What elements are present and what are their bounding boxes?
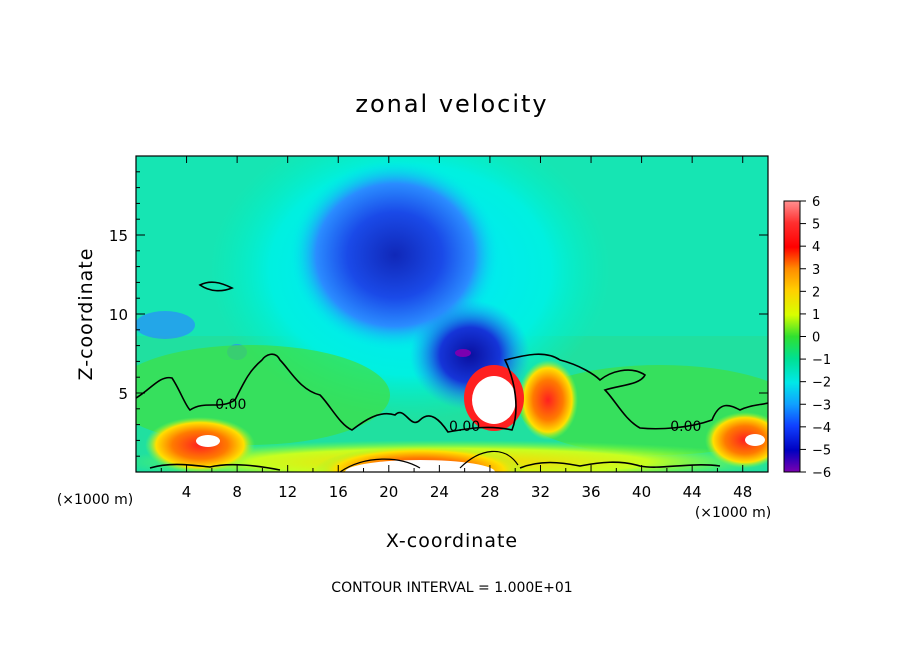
x-tick-label: 44 — [683, 483, 702, 501]
x-axis: 4 8 12 16 20 24 28 32 36 40 44 48 — [160, 156, 752, 501]
colorbar-label: −3 — [812, 398, 831, 413]
colorbar-label: 5 — [812, 218, 820, 233]
y-axis-title: Z-coordinate — [75, 248, 97, 381]
positive-patch-center — [518, 360, 578, 440]
colorbar-label: 2 — [812, 285, 820, 300]
zero-contour — [136, 353, 768, 433]
y-tick-label: 5 — [118, 385, 128, 403]
white-core-surface — [345, 460, 495, 472]
colorbar-label: 3 — [812, 263, 820, 278]
white-core-left — [196, 435, 220, 447]
colorbar-labels: 6 5 4 3 2 1 0 −1 −2 −3 −4 −5 −6 — [800, 195, 831, 481]
x-tick-label: 28 — [480, 483, 499, 501]
x-tick-label: 16 — [329, 483, 348, 501]
chart-title: zonal velocity — [355, 90, 548, 118]
x-tick-label: 12 — [278, 483, 297, 501]
white-core-right — [745, 434, 765, 446]
x-tick-label: 32 — [531, 483, 550, 501]
contour-label: 0.00 — [449, 419, 480, 435]
y-axis: 5 10 15 — [109, 171, 768, 457]
contour-interval-text: CONTOUR INTERVAL = 1.000E+01 — [331, 580, 572, 596]
contour-surface-arc — [339, 450, 519, 472]
white-core-center — [472, 376, 516, 424]
left-blue-patch — [136, 311, 195, 339]
y-tick-label: 15 — [109, 227, 128, 245]
colorbar-label: 4 — [812, 240, 820, 255]
positive-patch-right — [705, 412, 768, 468]
x-axis-title: X-coordinate — [386, 530, 518, 552]
x-tick-label: 24 — [430, 483, 449, 501]
colorbar-label: 0 — [812, 331, 820, 346]
colorbar-label: 6 — [812, 195, 820, 210]
plot-area — [136, 156, 768, 472]
x-tick-label: 48 — [733, 483, 752, 501]
x-unit-label-right: (×1000 m) — [695, 505, 771, 521]
x-tick-label: 4 — [182, 483, 192, 501]
x-tick-label: 20 — [379, 483, 398, 501]
green-field-right — [520, 365, 768, 455]
x-tick-label: 36 — [581, 483, 600, 501]
zero-contour-surface — [149, 461, 721, 471]
x-tick-label: 40 — [632, 483, 651, 501]
zero-contour-island — [198, 281, 234, 292]
upper-negative-core — [290, 160, 500, 350]
colorbar-label: −6 — [812, 466, 831, 481]
colorbar-label: −5 — [812, 443, 831, 458]
y-tick-label: 10 — [109, 306, 128, 324]
colorbar-label: 1 — [812, 308, 820, 323]
contour-labels: 0.00 0.00 0.00 — [215, 397, 701, 435]
colorbar-label: −2 — [812, 376, 831, 391]
contour-label: 0.00 — [670, 419, 701, 435]
purple-spot — [455, 349, 471, 357]
colorbar-label: −1 — [812, 353, 831, 368]
colorbar: 6 5 4 3 2 1 0 −1 −2 −3 −4 −5 −6 — [783, 195, 831, 481]
x-tick-label: 8 — [232, 483, 242, 501]
colorbar-label: −4 — [812, 421, 831, 436]
green-field-left — [136, 345, 390, 445]
contour-label: 0.00 — [215, 397, 246, 413]
colorbar-ramp — [783, 200, 801, 473]
x-unit-label-left: (×1000 m) — [57, 492, 133, 508]
